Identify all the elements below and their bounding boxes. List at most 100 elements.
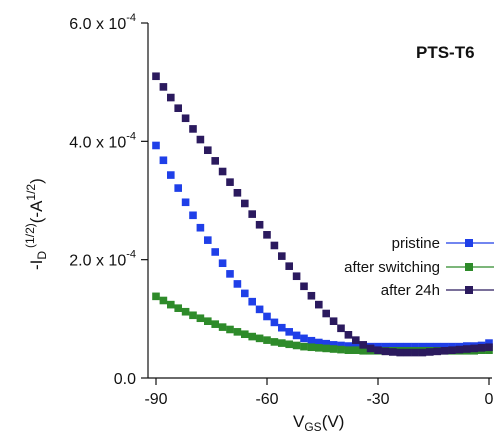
- data-point: [381, 347, 390, 356]
- data-point: [226, 178, 234, 186]
- data-point: [389, 348, 397, 356]
- data-point: [448, 346, 456, 354]
- data-point: [181, 114, 190, 123]
- axis-ticks: -90 -60 -30 0 0.0 2.0 x 10-4 4.0 x 10-4 6.0 x 1…: [69, 12, 493, 408]
- y-tick-label: 2.0 x 10-4: [69, 249, 136, 270]
- data-point: [181, 307, 190, 316]
- data-point: [255, 305, 264, 314]
- data-point: [352, 346, 360, 354]
- data-point: [204, 146, 212, 155]
- y-axis-title-unit-sup: 1/2: [24, 184, 38, 201]
- legend-label-pristine: pristine: [392, 235, 440, 252]
- data-point: [329, 345, 338, 353]
- data-point: [315, 338, 323, 347]
- x-tick-label: -60: [255, 391, 278, 408]
- data-point: [204, 317, 212, 325]
- data-point: [233, 328, 242, 336]
- data-point: [307, 343, 316, 352]
- x-axis-title-main: V: [293, 412, 305, 431]
- data-point: [248, 297, 256, 306]
- x-axis-title-unit: (V): [322, 412, 345, 431]
- data-point: [463, 345, 471, 353]
- data-point: [440, 342, 449, 351]
- data-point: [433, 347, 441, 356]
- data-point: [352, 342, 360, 350]
- data-point: [307, 291, 316, 300]
- data-point: [418, 342, 427, 351]
- data-point: [278, 323, 286, 332]
- data-point: [152, 292, 160, 301]
- data-point: [292, 331, 301, 340]
- data-point: [174, 184, 182, 192]
- data-point: [278, 252, 286, 260]
- data-point: [374, 346, 382, 354]
- data-point: [196, 314, 205, 323]
- data-point: [255, 334, 264, 343]
- data-point: [174, 104, 182, 112]
- data-point: [270, 318, 279, 327]
- data-points: [152, 72, 493, 357]
- data-point: [366, 344, 375, 353]
- legend-entry-after-switching: after switching: [344, 259, 494, 276]
- data-point: [440, 346, 449, 355]
- data-point: [470, 344, 478, 353]
- legend-entry-pristine: pristine: [392, 235, 494, 252]
- data-point: [270, 241, 279, 250]
- data-point: [204, 236, 212, 244]
- data-point: [329, 317, 338, 325]
- data-point: [218, 167, 227, 176]
- data-point: [285, 340, 293, 349]
- legend-entry-after-24h: after 24h: [381, 282, 494, 299]
- data-point: [337, 324, 345, 333]
- data-point: [300, 282, 308, 291]
- data-point: [152, 141, 160, 150]
- data-point: [248, 210, 256, 218]
- data-point: [211, 248, 219, 256]
- data-point: [426, 342, 434, 351]
- data-point: [167, 171, 175, 179]
- legend-marker-after-24h: [465, 286, 473, 294]
- data-point: [263, 312, 271, 321]
- data-point: [226, 270, 234, 278]
- legend-label-after-switching: after switching: [344, 259, 440, 276]
- data-point: [189, 125, 197, 133]
- data-point: [359, 346, 367, 355]
- data-point: [218, 323, 227, 331]
- data-point: [292, 272, 301, 281]
- data-point: [315, 344, 323, 352]
- y-axis-title: -ID (1/2)(-A1/2): [23, 178, 49, 270]
- data-point: [233, 280, 242, 288]
- data-point: [300, 334, 308, 343]
- data-point: [344, 331, 353, 339]
- data-point: [411, 342, 419, 351]
- data-point: [322, 339, 330, 348]
- data-point: [167, 93, 175, 102]
- data-point: [241, 289, 249, 298]
- data-point: [218, 259, 227, 268]
- data-point: [455, 345, 464, 354]
- y-tick-label: 4.0 x 10-4: [69, 130, 136, 151]
- data-point: [211, 157, 219, 165]
- data-point: [263, 231, 271, 239]
- y-tick-label: 0.0: [114, 371, 136, 388]
- data-point: [411, 348, 419, 357]
- legend-marker-after-switching: [465, 263, 473, 271]
- data-point: [418, 348, 427, 357]
- data-point: [426, 348, 434, 356]
- data-point: [189, 311, 197, 320]
- panel-label: PTS-T6: [416, 43, 475, 62]
- y-axis-title-sub: D: [35, 251, 49, 260]
- data-point: [159, 296, 168, 305]
- x-axis-title: VGS(V): [293, 412, 344, 434]
- data-point: [344, 342, 353, 350]
- data-point: [159, 83, 168, 91]
- data-point: [352, 336, 360, 344]
- y-axis-title-unit-close: ): [27, 178, 46, 184]
- data-point: [344, 346, 353, 354]
- y-tick-label: 6.0 x 10-4: [69, 12, 136, 33]
- data-point: [403, 348, 412, 357]
- data-point: [396, 342, 404, 351]
- data-point: [248, 332, 256, 341]
- data-point: [329, 341, 338, 349]
